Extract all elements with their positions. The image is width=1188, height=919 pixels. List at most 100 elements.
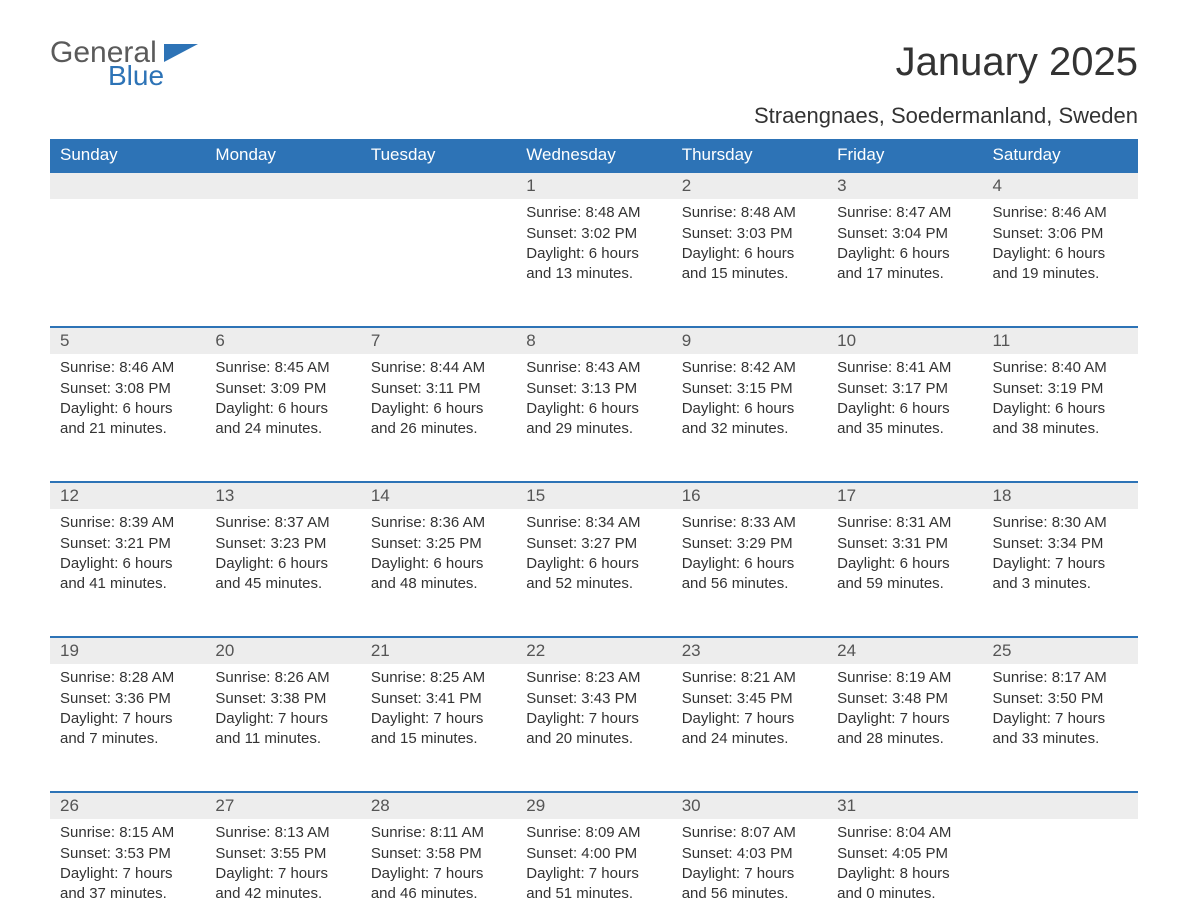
day-number: 1 [516, 173, 671, 199]
day-sunrise: Sunrise: 8:19 AM [837, 668, 972, 688]
day-sunrise: Sunrise: 8:17 AM [993, 668, 1128, 688]
day-cell: Sunrise: 8:48 AMSunset: 3:02 PMDaylight:… [516, 199, 671, 327]
day-day2: and 17 minutes. [837, 264, 972, 284]
day-sunset: Sunset: 3:43 PM [526, 689, 661, 709]
day-cell: Sunrise: 8:46 AMSunset: 3:08 PMDaylight:… [50, 354, 205, 482]
calendar-header: SundayMondayTuesdayWednesdayThursdayFrid… [50, 139, 1138, 172]
day-cell: Sunrise: 8:30 AMSunset: 3:34 PMDaylight:… [983, 509, 1138, 637]
day-content [50, 199, 205, 217]
day-cell: Sunrise: 8:28 AMSunset: 3:36 PMDaylight:… [50, 664, 205, 792]
day-day1: Daylight: 8 hours [837, 864, 972, 884]
day-sunset: Sunset: 4:00 PM [526, 844, 661, 864]
day-sunrise: Sunrise: 8:09 AM [526, 823, 661, 843]
day-content: Sunrise: 8:09 AMSunset: 4:00 PMDaylight:… [516, 819, 671, 918]
day-number: 31 [827, 793, 982, 819]
day-number-cell: 5 [50, 327, 205, 354]
day-content: Sunrise: 8:44 AMSunset: 3:11 PMDaylight:… [361, 354, 516, 453]
weekday-header: Thursday [672, 139, 827, 172]
day-content: Sunrise: 8:48 AMSunset: 3:03 PMDaylight:… [672, 199, 827, 298]
location-label: Straengnaes, Soedermanland, Sweden [50, 103, 1138, 129]
day-day1: Daylight: 6 hours [215, 554, 350, 574]
day-number: 21 [361, 638, 516, 664]
day-number: 28 [361, 793, 516, 819]
day-number: 4 [983, 173, 1138, 199]
day-number: 14 [361, 483, 516, 509]
day-number [50, 173, 205, 179]
day-content: Sunrise: 8:31 AMSunset: 3:31 PMDaylight:… [827, 509, 982, 608]
day-number: 20 [205, 638, 360, 664]
week-content-row: Sunrise: 8:28 AMSunset: 3:36 PMDaylight:… [50, 664, 1138, 792]
week-content-row: Sunrise: 8:48 AMSunset: 3:02 PMDaylight:… [50, 199, 1138, 327]
day-cell: Sunrise: 8:43 AMSunset: 3:13 PMDaylight:… [516, 354, 671, 482]
day-sunset: Sunset: 3:21 PM [60, 534, 195, 554]
day-day2: and 11 minutes. [215, 729, 350, 749]
day-sunrise: Sunrise: 8:39 AM [60, 513, 195, 533]
day-cell: Sunrise: 8:37 AMSunset: 3:23 PMDaylight:… [205, 509, 360, 637]
day-content: Sunrise: 8:25 AMSunset: 3:41 PMDaylight:… [361, 664, 516, 763]
day-sunset: Sunset: 3:41 PM [371, 689, 506, 709]
day-sunset: Sunset: 3:48 PM [837, 689, 972, 709]
day-sunset: Sunset: 3:45 PM [682, 689, 817, 709]
day-cell: Sunrise: 8:15 AMSunset: 3:53 PMDaylight:… [50, 819, 205, 919]
day-number-cell: 1 [516, 172, 671, 199]
day-number-cell: 16 [672, 482, 827, 509]
day-number: 18 [983, 483, 1138, 509]
day-number-cell: 12 [50, 482, 205, 509]
day-number-cell: 25 [983, 637, 1138, 664]
day-number: 22 [516, 638, 671, 664]
day-sunrise: Sunrise: 8:30 AM [993, 513, 1128, 533]
day-content: Sunrise: 8:40 AMSunset: 3:19 PMDaylight:… [983, 354, 1138, 453]
day-sunset: Sunset: 3:27 PM [526, 534, 661, 554]
day-content: Sunrise: 8:39 AMSunset: 3:21 PMDaylight:… [50, 509, 205, 608]
day-sunrise: Sunrise: 8:42 AM [682, 358, 817, 378]
day-day2: and 37 minutes. [60, 884, 195, 904]
day-cell [50, 199, 205, 327]
day-day2: and 41 minutes. [60, 574, 195, 594]
day-number: 29 [516, 793, 671, 819]
flag-icon [164, 44, 198, 70]
header: General Blue January 2025 [50, 40, 1138, 87]
day-day2: and 26 minutes. [371, 419, 506, 439]
day-sunset: Sunset: 3:19 PM [993, 379, 1128, 399]
title-block: January 2025 [896, 40, 1138, 85]
weekday-header: Sunday [50, 139, 205, 172]
day-content: Sunrise: 8:42 AMSunset: 3:15 PMDaylight:… [672, 354, 827, 453]
day-cell: Sunrise: 8:36 AMSunset: 3:25 PMDaylight:… [361, 509, 516, 637]
day-day2: and 15 minutes. [682, 264, 817, 284]
day-sunrise: Sunrise: 8:34 AM [526, 513, 661, 533]
day-day1: Daylight: 6 hours [682, 554, 817, 574]
day-day1: Daylight: 7 hours [526, 864, 661, 884]
day-sunrise: Sunrise: 8:15 AM [60, 823, 195, 843]
day-day1: Daylight: 6 hours [215, 399, 350, 419]
day-sunset: Sunset: 3:15 PM [682, 379, 817, 399]
day-sunset: Sunset: 3:09 PM [215, 379, 350, 399]
day-day1: Daylight: 7 hours [60, 709, 195, 729]
day-day1: Daylight: 6 hours [60, 554, 195, 574]
day-content: Sunrise: 8:36 AMSunset: 3:25 PMDaylight:… [361, 509, 516, 608]
day-cell: Sunrise: 8:41 AMSunset: 3:17 PMDaylight:… [827, 354, 982, 482]
day-content: Sunrise: 8:30 AMSunset: 3:34 PMDaylight:… [983, 509, 1138, 608]
day-day1: Daylight: 6 hours [60, 399, 195, 419]
logo-line2: Blue [108, 64, 164, 88]
day-sunrise: Sunrise: 8:47 AM [837, 203, 972, 223]
day-sunset: Sunset: 3:53 PM [60, 844, 195, 864]
weekday-header: Wednesday [516, 139, 671, 172]
day-number-cell: 31 [827, 792, 982, 819]
day-content: Sunrise: 8:17 AMSunset: 3:50 PMDaylight:… [983, 664, 1138, 763]
day-sunrise: Sunrise: 8:04 AM [837, 823, 972, 843]
day-sunrise: Sunrise: 8:41 AM [837, 358, 972, 378]
day-day1: Daylight: 6 hours [993, 244, 1128, 264]
day-sunrise: Sunrise: 8:46 AM [60, 358, 195, 378]
logo: General Blue [50, 40, 198, 87]
day-sunset: Sunset: 3:29 PM [682, 534, 817, 554]
day-sunset: Sunset: 3:34 PM [993, 534, 1128, 554]
day-day1: Daylight: 7 hours [993, 554, 1128, 574]
day-cell [361, 199, 516, 327]
day-number: 13 [205, 483, 360, 509]
day-sunset: Sunset: 4:03 PM [682, 844, 817, 864]
day-number-cell: 2 [672, 172, 827, 199]
day-day2: and 20 minutes. [526, 729, 661, 749]
day-sunset: Sunset: 3:17 PM [837, 379, 972, 399]
day-number: 23 [672, 638, 827, 664]
day-sunrise: Sunrise: 8:33 AM [682, 513, 817, 533]
